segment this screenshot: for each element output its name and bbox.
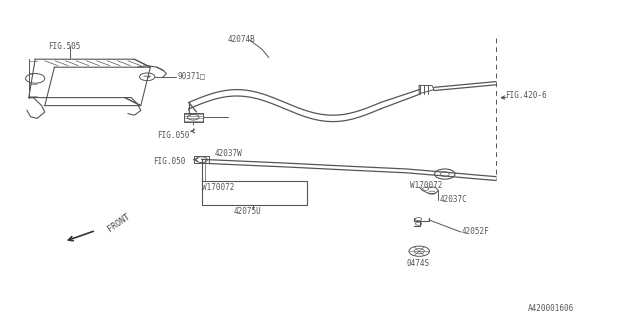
Text: W170072: W170072 [410,181,442,190]
Text: 42052F: 42052F [462,228,490,236]
Text: FIG.050: FIG.050 [157,132,189,140]
Text: W170072: W170072 [202,183,234,192]
Text: 0474S: 0474S [406,260,429,268]
Text: 90371□: 90371□ [177,72,205,81]
Text: FIG.050: FIG.050 [154,157,186,166]
Text: FIG.505: FIG.505 [48,42,81,51]
Text: 42037C: 42037C [440,196,467,204]
Text: 42074B: 42074B [227,36,255,44]
Text: 42037W: 42037W [214,149,242,158]
Text: FIG.420-6: FIG.420-6 [506,92,547,100]
Text: 42075U: 42075U [234,207,261,216]
Text: FRONT: FRONT [106,212,131,234]
Text: A420001606: A420001606 [528,304,574,313]
